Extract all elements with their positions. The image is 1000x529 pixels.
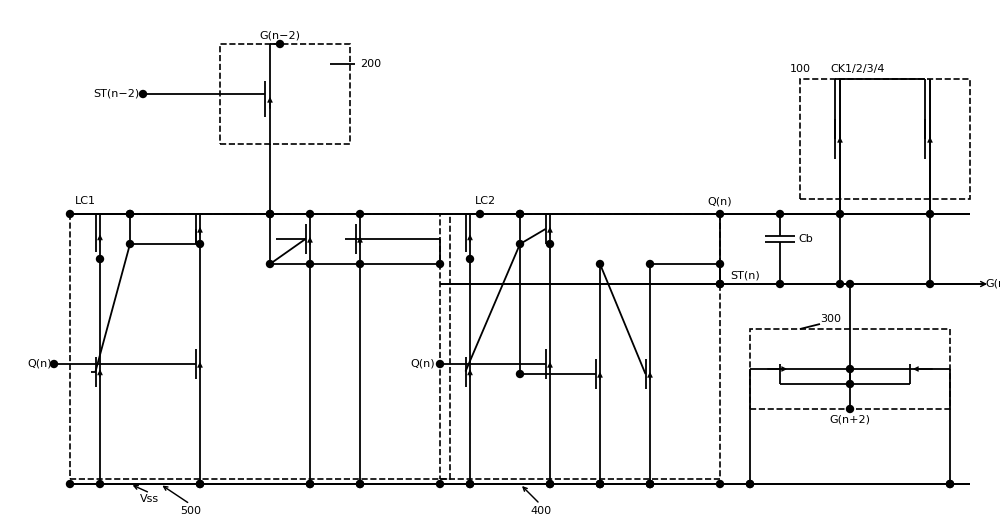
Circle shape <box>516 370 524 378</box>
Circle shape <box>516 211 524 217</box>
Circle shape <box>546 480 554 488</box>
Circle shape <box>276 41 284 48</box>
Text: ST(n−2): ST(n−2) <box>94 89 140 99</box>
Circle shape <box>926 280 934 287</box>
Circle shape <box>96 480 104 488</box>
Circle shape <box>306 260 314 268</box>
Circle shape <box>126 211 134 217</box>
Text: Cb: Cb <box>798 234 813 244</box>
Bar <box>70 214 450 479</box>
Circle shape <box>846 380 854 388</box>
Circle shape <box>266 211 274 217</box>
Circle shape <box>356 480 364 488</box>
Circle shape <box>306 480 314 488</box>
Bar <box>750 329 950 409</box>
Circle shape <box>716 280 724 287</box>
Circle shape <box>126 241 134 248</box>
Circle shape <box>436 260 444 268</box>
Circle shape <box>266 211 274 217</box>
Circle shape <box>126 211 134 217</box>
Circle shape <box>50 360 58 368</box>
Circle shape <box>266 260 274 268</box>
Text: CK1/2/3/4: CK1/2/3/4 <box>830 64 885 74</box>
Circle shape <box>846 406 854 413</box>
Circle shape <box>466 480 474 488</box>
Circle shape <box>926 211 934 217</box>
Bar <box>800 79 970 199</box>
Circle shape <box>716 260 724 268</box>
Circle shape <box>140 90 146 97</box>
Circle shape <box>596 480 604 488</box>
Bar <box>440 214 720 479</box>
Circle shape <box>356 260 364 268</box>
Circle shape <box>646 260 654 268</box>
Circle shape <box>646 480 654 488</box>
Circle shape <box>746 480 754 488</box>
Circle shape <box>596 480 604 488</box>
Text: G(n+2): G(n+2) <box>830 414 870 424</box>
Text: 500: 500 <box>180 506 201 516</box>
Circle shape <box>846 280 854 287</box>
Circle shape <box>646 480 654 488</box>
Circle shape <box>776 211 784 217</box>
Circle shape <box>196 480 204 488</box>
Circle shape <box>466 256 474 262</box>
Circle shape <box>306 211 314 217</box>
Circle shape <box>716 211 724 217</box>
Text: Q(n): Q(n) <box>410 359 435 369</box>
Circle shape <box>356 480 364 488</box>
Text: ST(n): ST(n) <box>730 271 760 281</box>
Text: 300: 300 <box>820 314 841 324</box>
Text: G(n): G(n) <box>985 279 1000 289</box>
Circle shape <box>516 241 524 248</box>
Circle shape <box>66 211 74 217</box>
Circle shape <box>596 260 604 268</box>
Circle shape <box>946 480 954 488</box>
Text: G(n−2): G(n−2) <box>260 31 300 41</box>
Circle shape <box>477 211 484 217</box>
Text: LC2: LC2 <box>475 196 496 206</box>
Circle shape <box>836 280 844 287</box>
Circle shape <box>196 480 204 488</box>
Circle shape <box>716 480 724 488</box>
Bar <box>220 44 350 144</box>
Circle shape <box>516 211 524 217</box>
Circle shape <box>436 360 444 368</box>
Circle shape <box>436 480 444 488</box>
Circle shape <box>356 211 364 217</box>
Text: Q(n): Q(n) <box>708 196 732 206</box>
Circle shape <box>846 366 854 372</box>
Circle shape <box>946 480 954 488</box>
Text: 100: 100 <box>790 64 811 74</box>
Text: 400: 400 <box>530 506 551 516</box>
Circle shape <box>646 480 654 488</box>
Circle shape <box>66 480 74 488</box>
Circle shape <box>306 480 314 488</box>
Circle shape <box>596 480 604 488</box>
Text: 200: 200 <box>360 59 381 69</box>
Text: LC1: LC1 <box>75 196 96 206</box>
Text: Q(n): Q(n) <box>27 359 52 369</box>
Circle shape <box>96 256 104 262</box>
Circle shape <box>546 241 554 248</box>
Circle shape <box>776 280 784 287</box>
Circle shape <box>746 480 754 488</box>
Text: Vss: Vss <box>140 494 159 504</box>
Circle shape <box>466 480 474 488</box>
Circle shape <box>546 480 554 488</box>
Circle shape <box>836 211 844 217</box>
Circle shape <box>716 280 724 287</box>
Circle shape <box>196 241 204 248</box>
